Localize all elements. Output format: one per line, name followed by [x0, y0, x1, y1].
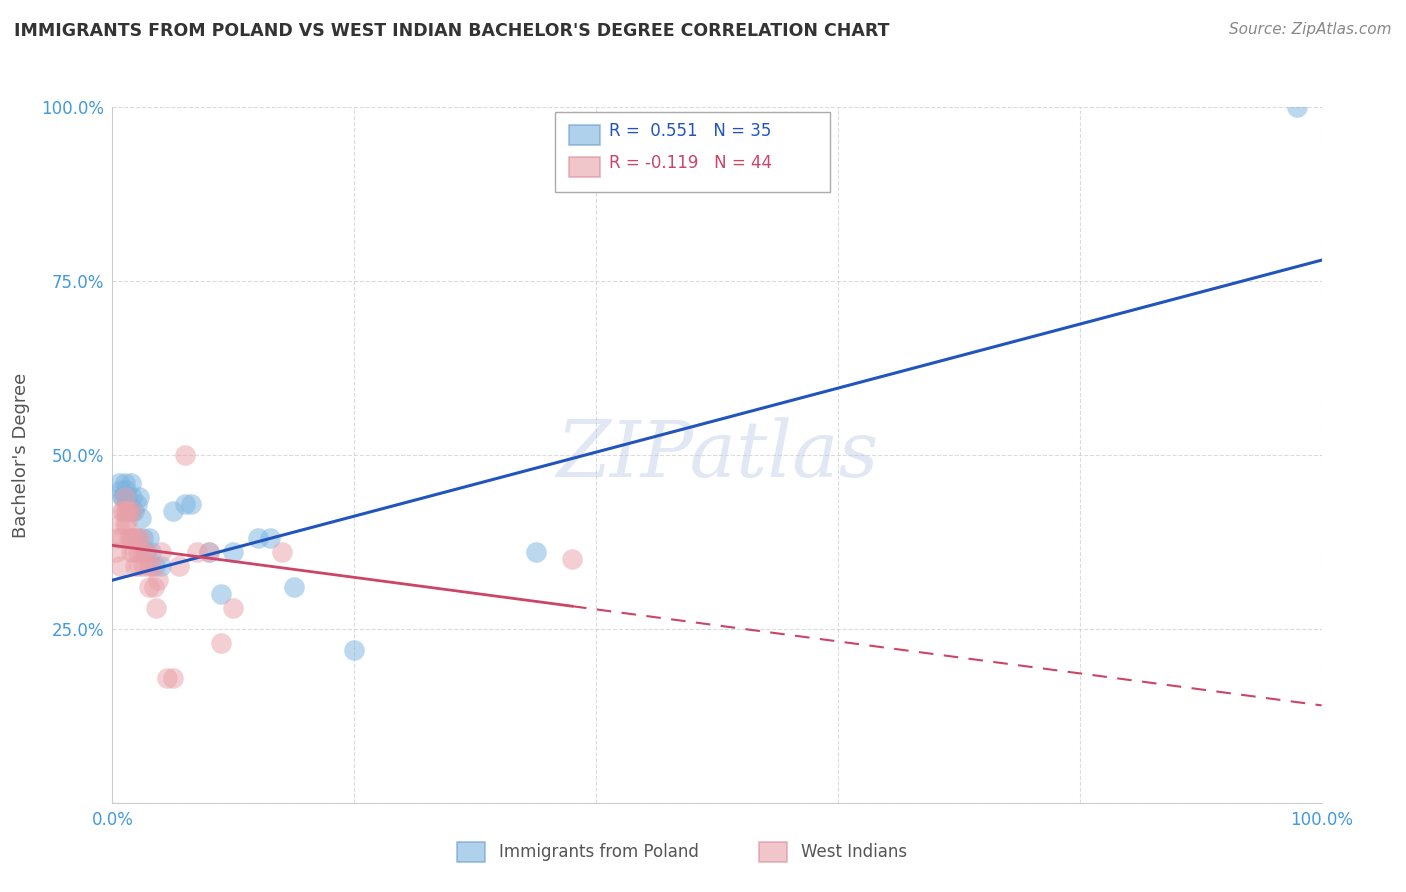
Point	[105, 545, 128, 559]
Point	[107, 475, 129, 490]
Point	[111, 490, 134, 504]
Point	[115, 517, 138, 532]
Point	[283, 580, 305, 594]
Point	[132, 545, 155, 559]
Point	[129, 532, 152, 546]
Point	[145, 601, 167, 615]
Text: R = -0.119   N = 44: R = -0.119 N = 44	[609, 154, 772, 172]
Point	[142, 580, 165, 594]
Point	[124, 559, 146, 574]
Point	[120, 475, 142, 490]
Point	[141, 559, 163, 574]
Point	[524, 545, 547, 559]
Text: Immigrants from Poland: Immigrants from Poland	[499, 843, 699, 861]
Point	[115, 490, 138, 504]
Point	[108, 559, 131, 574]
Point	[122, 532, 145, 546]
Point	[114, 483, 136, 497]
Point	[128, 559, 150, 574]
Point	[117, 503, 139, 517]
Point	[259, 532, 281, 546]
Point	[148, 573, 170, 587]
Point	[132, 559, 155, 574]
Point	[162, 671, 184, 685]
Point	[125, 497, 148, 511]
Point	[112, 490, 135, 504]
Point	[128, 490, 150, 504]
Point	[114, 503, 136, 517]
Point	[114, 490, 136, 504]
Point	[122, 545, 145, 559]
Point	[132, 532, 155, 546]
Point	[114, 490, 136, 504]
Point	[138, 580, 160, 594]
Point	[112, 503, 135, 517]
Point	[110, 532, 132, 546]
Point	[115, 503, 138, 517]
Point	[138, 532, 160, 546]
Point	[127, 545, 149, 559]
Point	[222, 601, 245, 615]
Point	[138, 559, 160, 574]
Text: R =  0.551   N = 35: R = 0.551 N = 35	[609, 122, 770, 140]
Point	[114, 475, 136, 490]
Point	[1286, 100, 1309, 114]
Point	[174, 497, 197, 511]
Point	[198, 545, 221, 559]
Point	[122, 503, 145, 517]
Text: West Indians: West Indians	[801, 843, 907, 861]
Point	[167, 559, 190, 574]
Point	[125, 532, 148, 546]
Point	[117, 497, 139, 511]
Point	[149, 545, 172, 559]
Point	[125, 532, 148, 546]
Point	[186, 545, 208, 559]
Point	[270, 545, 292, 559]
Y-axis label: Bachelor's Degree: Bachelor's Degree	[13, 372, 30, 538]
Point	[149, 559, 172, 574]
Point	[121, 490, 143, 504]
Point	[143, 559, 166, 574]
Point	[120, 532, 142, 546]
Point	[343, 642, 366, 657]
Point	[135, 545, 157, 559]
Point	[120, 545, 142, 559]
Point	[110, 483, 132, 497]
Point	[209, 636, 232, 650]
Point	[114, 517, 136, 532]
Point	[131, 510, 153, 524]
Point	[118, 532, 141, 546]
Point	[209, 587, 232, 601]
Text: IMMIGRANTS FROM POLAND VS WEST INDIAN BACHELOR'S DEGREE CORRELATION CHART: IMMIGRANTS FROM POLAND VS WEST INDIAN BA…	[14, 22, 890, 40]
Text: ZIPatlas: ZIPatlas	[555, 417, 879, 493]
Point	[180, 497, 202, 511]
Point	[156, 671, 179, 685]
Point	[107, 517, 129, 532]
Point	[174, 448, 197, 462]
Point	[222, 545, 245, 559]
Point	[246, 532, 269, 546]
Text: Source: ZipAtlas.com: Source: ZipAtlas.com	[1229, 22, 1392, 37]
Point	[561, 552, 583, 566]
Point	[135, 545, 157, 559]
Point	[121, 503, 143, 517]
Point	[198, 545, 221, 559]
Point	[111, 503, 134, 517]
Point	[120, 503, 142, 517]
Point	[141, 545, 163, 559]
Point	[105, 532, 128, 546]
Point	[162, 503, 184, 517]
